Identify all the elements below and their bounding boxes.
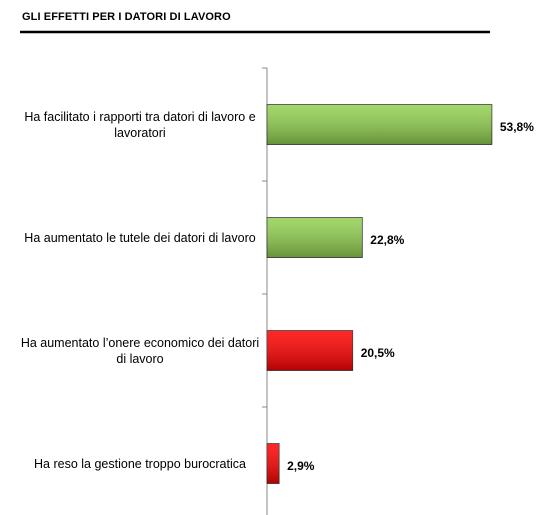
- value-label: 53,8%: [499, 119, 534, 134]
- value-label: 22,8%: [370, 232, 405, 247]
- bar-shade: [267, 330, 353, 371]
- category-label: Ha aumentato l’onere economico dei dator…: [20, 335, 260, 366]
- value-label: 2,9%: [287, 458, 315, 473]
- category-label: Ha aumentato le tutele dei datori di lav…: [24, 230, 256, 245]
- category-label: Ha reso la gestione troppo burocratica: [34, 456, 246, 471]
- value-label: 20,5%: [360, 345, 395, 360]
- chart-title: GLI EFFETTI PER I DATORI DI LAVORO: [22, 11, 231, 23]
- bar-shade: [267, 443, 280, 484]
- bar-shade: [267, 217, 363, 258]
- bar-shade: [267, 104, 492, 145]
- category-label: Ha facilitato i rapporti tra datori di l…: [24, 109, 256, 140]
